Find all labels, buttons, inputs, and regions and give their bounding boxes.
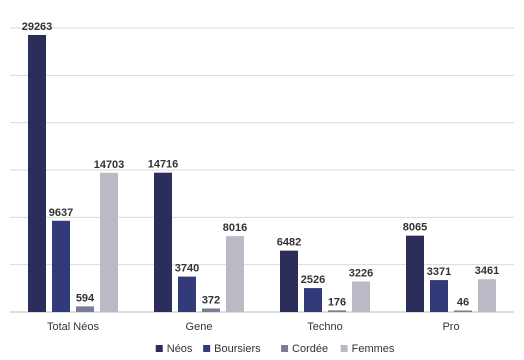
data-label: 14703 — [94, 159, 125, 171]
legend-item: Néos — [155, 343, 193, 355]
data-label: 9637 — [49, 207, 73, 219]
legend-item: Boursiers — [203, 343, 261, 355]
gridlines — [10, 27, 514, 266]
bar-boursiers-2 — [304, 288, 322, 312]
data-label: 29263 — [22, 21, 53, 33]
data-label: 46 — [457, 297, 469, 309]
bar-femmes-0 — [100, 172, 118, 312]
legend-item: Femmes — [340, 343, 395, 355]
bar-nos-3 — [406, 235, 424, 312]
bar-corde-2 — [328, 310, 346, 312]
data-label: 8065 — [403, 222, 427, 234]
data-label: 2526 — [301, 274, 325, 286]
value-labels-group: 29263 9637 594 14703 14716 3740 372 8016 6482 252… — [22, 21, 500, 309]
bars-group — [28, 34, 496, 313]
legend-swatch — [203, 345, 211, 352]
bar-boursiers-1 — [178, 276, 196, 312]
data-label: 3740 — [175, 263, 199, 275]
category-label: Pro — [442, 321, 459, 333]
legend-label: Cordée — [292, 343, 328, 355]
bar-nos-0 — [28, 34, 46, 313]
data-label: 3371 — [427, 266, 451, 278]
data-label: 3461 — [475, 265, 499, 277]
bar-nos-1 — [154, 172, 172, 312]
data-label: 176 — [328, 296, 346, 308]
bar-femmes-3 — [478, 279, 496, 312]
data-label: 594 — [76, 292, 95, 304]
legend-swatch — [281, 345, 289, 352]
data-label: 8016 — [223, 222, 247, 234]
bar-corde-3 — [454, 310, 472, 312]
data-label: 3226 — [349, 267, 373, 279]
legend: Néos Boursiers Cordée Femmes — [155, 343, 395, 355]
legend-swatch — [340, 345, 348, 352]
legend-label: Boursiers — [214, 343, 261, 355]
category-label: Techno — [307, 321, 342, 333]
category-labels-group: Total Néos Gene Techno Pro — [47, 321, 460, 333]
category-label: Total Néos — [47, 321, 99, 333]
bar-corde-1 — [202, 308, 220, 312]
legend-item: Cordée — [281, 343, 328, 355]
data-label: 372 — [202, 294, 220, 306]
bar-boursiers-0 — [52, 220, 70, 312]
bar-boursiers-3 — [430, 280, 448, 312]
bar-nos-2 — [280, 250, 298, 312]
data-label: 14716 — [148, 159, 179, 171]
bar-corde-0 — [76, 306, 94, 312]
legend-label: Femmes — [352, 343, 395, 355]
category-label: Gene — [186, 321, 213, 333]
bar-femmes-2 — [352, 281, 370, 312]
legend-swatch — [155, 345, 163, 352]
legend-label: Néos — [167, 343, 193, 355]
data-label: 6482 — [277, 237, 301, 249]
bar-femmes-1 — [226, 236, 244, 312]
